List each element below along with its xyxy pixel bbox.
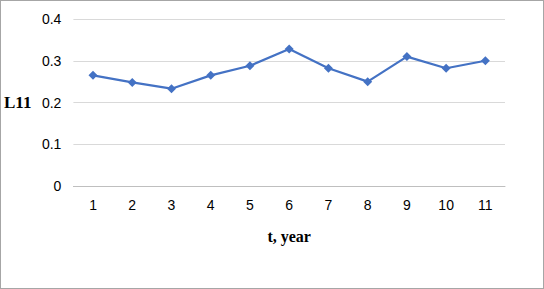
- svg-text:1: 1: [89, 197, 97, 213]
- svg-text:0.1: 0.1: [42, 136, 62, 152]
- svg-text:6: 6: [285, 197, 293, 213]
- svg-text:4: 4: [207, 197, 215, 213]
- svg-text:10: 10: [438, 197, 454, 213]
- svg-text:11: 11: [478, 197, 493, 213]
- svg-text:5: 5: [246, 197, 254, 213]
- svg-text:8: 8: [364, 197, 372, 213]
- svg-text:0: 0: [54, 178, 62, 194]
- svg-text:2: 2: [128, 197, 136, 213]
- svg-text:0.2: 0.2: [42, 95, 62, 111]
- svg-text:L11: L11: [4, 93, 31, 112]
- svg-text:t, year: t, year: [267, 228, 311, 246]
- svg-text:3: 3: [168, 197, 176, 213]
- svg-text:0.4: 0.4: [42, 11, 62, 27]
- svg-text:9: 9: [403, 197, 411, 213]
- svg-text:7: 7: [325, 197, 333, 213]
- svg-text:0.3: 0.3: [42, 53, 62, 69]
